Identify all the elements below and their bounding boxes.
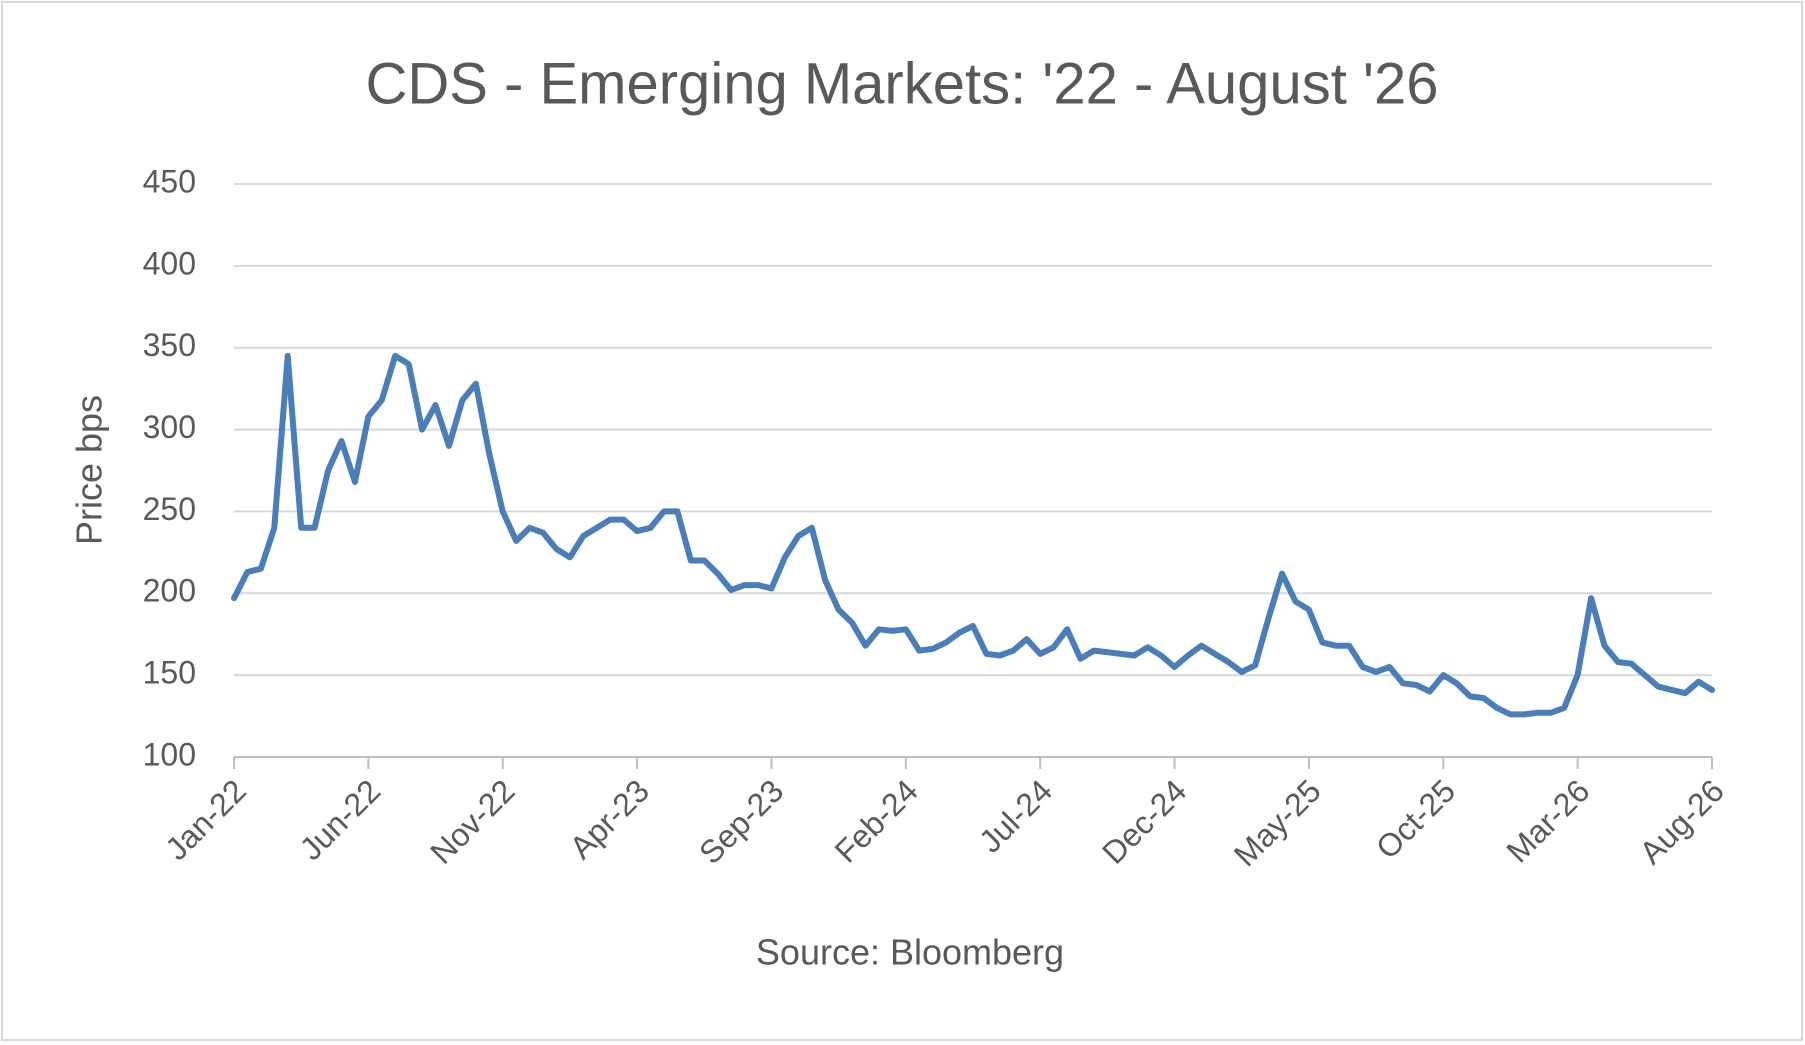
y-tick-label: 200 [143,573,196,609]
y-tick-label: 250 [143,491,196,527]
y-tick-label: 450 [143,163,196,199]
y-tick-label: 400 [143,245,196,281]
y-axis-title: Price bps [69,395,110,545]
data-line [231,352,1715,718]
y-tick-label: 300 [143,409,196,445]
y-tick-label: 100 [143,736,196,772]
y-tick-label: 150 [143,655,196,691]
chart-title: CDS - Emerging Markets: '22 - August '26 [365,51,1438,116]
y-tick-label: 350 [143,327,196,363]
x-axis-title: Source: Bloomberg [756,932,1064,973]
